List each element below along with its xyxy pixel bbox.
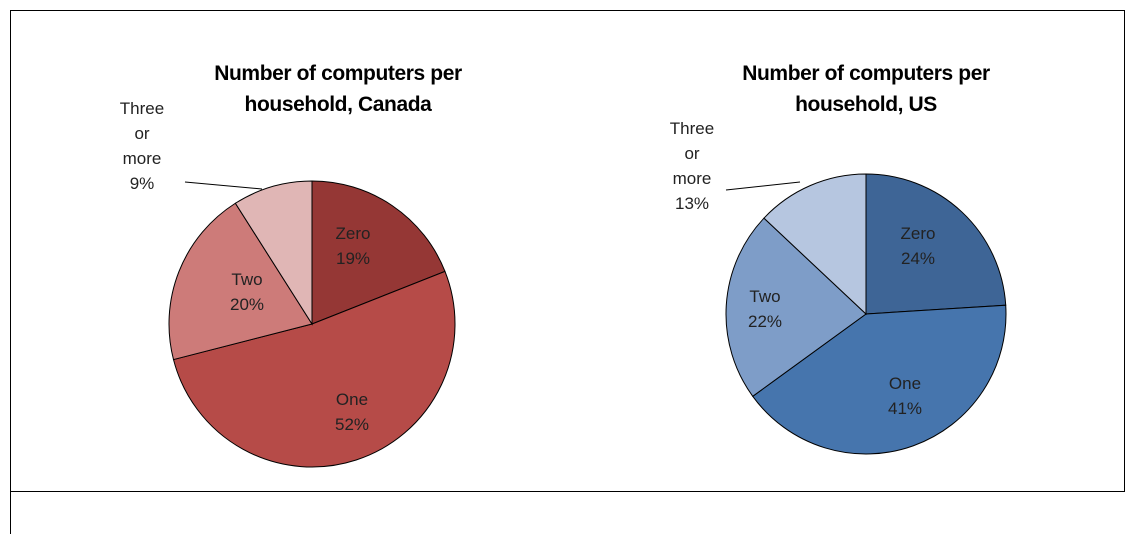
slice-label: One 52% [335, 387, 369, 437]
slice-label: Two 20% [230, 267, 264, 317]
pie-slice [234, 180, 313, 326]
slice-category: Zero [335, 224, 371, 243]
slice-label: Three or more 13% [667, 116, 717, 216]
slice-label: One 41% [888, 371, 922, 421]
slice-label: Two 22% [748, 284, 782, 334]
leader-line [725, 181, 801, 191]
slice-value-label: 24% [900, 249, 936, 268]
slice-category: One [335, 390, 369, 409]
slice-category: Three or more [119, 99, 165, 168]
slice-value-label: 13% [674, 194, 710, 213]
slice-label: Zero 24% [901, 221, 936, 271]
slice-category: Two [231, 270, 263, 289]
chart-title: Number of computers per household, Canad… [214, 62, 462, 116]
slice-value-label: 41% [887, 399, 923, 418]
slice-value-label: 22% [747, 312, 783, 331]
chart-border [10, 10, 1125, 492]
slice-label: Zero 19% [336, 221, 371, 271]
pie-slice [172, 270, 456, 468]
chart-title: Number of computers per household, US [742, 62, 990, 116]
slice-category: Two [749, 287, 781, 306]
leader-line [184, 181, 263, 190]
slice-value-label: 52% [334, 415, 370, 434]
pie-slice [311, 180, 446, 325]
pie-slice [168, 202, 313, 361]
pie-slice [865, 173, 1007, 315]
pie-slice [763, 173, 867, 316]
slice-value-label: 20% [229, 295, 265, 314]
pie-slice [752, 304, 1007, 455]
slice-label: Three or more 9% [117, 96, 167, 196]
slice-category: Three or more [669, 119, 715, 188]
pie-slice [725, 217, 867, 397]
slice-category: One [888, 374, 922, 393]
slice-value-label: 9% [129, 174, 155, 193]
slice-value-label: 19% [335, 249, 371, 268]
slice-category: Zero [900, 224, 936, 243]
